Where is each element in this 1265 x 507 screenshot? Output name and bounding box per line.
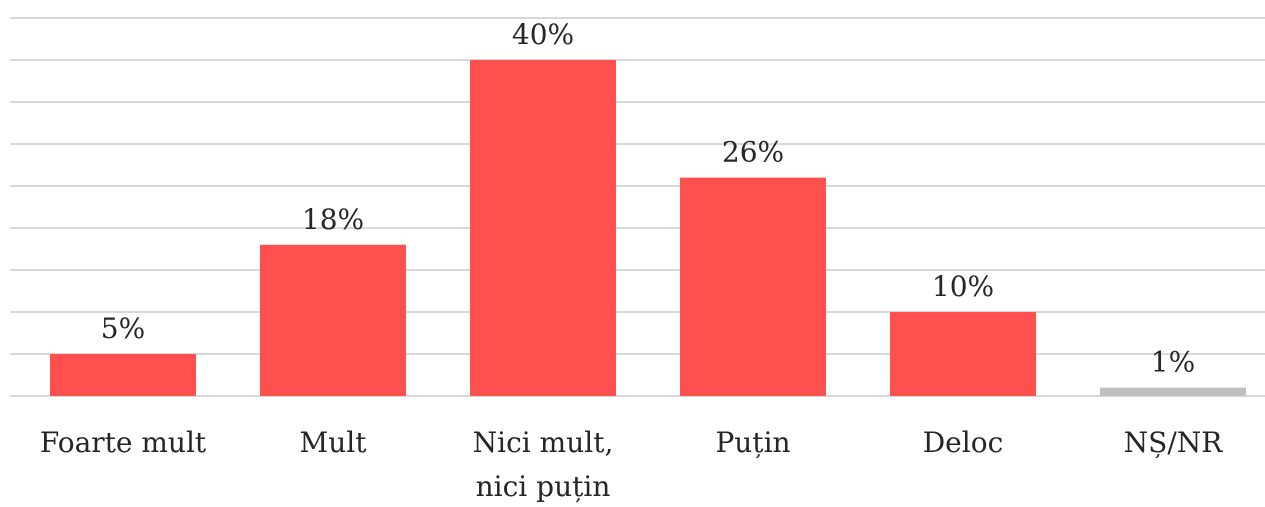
- data-label: 10%: [932, 270, 994, 303]
- data-labels: 5% 18% 40% 26% 10% 1%: [101, 18, 1195, 379]
- category-label-line: Mult: [300, 426, 368, 459]
- gridlines: [10, 17, 1265, 397]
- category-label: Puțin: [715, 426, 790, 459]
- bar: [50, 354, 196, 396]
- data-label: 1%: [1151, 346, 1195, 379]
- bar: [680, 177, 826, 396]
- data-label: 40%: [512, 18, 574, 51]
- category-label-line: nici puțin: [476, 470, 611, 503]
- category-label-line: Deloc: [923, 426, 1004, 459]
- category-label: NȘ/NR: [1124, 426, 1224, 459]
- data-label: 18%: [302, 203, 364, 236]
- bar: [470, 60, 616, 396]
- category-label-line: Foarte mult: [40, 426, 207, 459]
- bar: [1100, 387, 1246, 396]
- data-label: 26%: [722, 136, 784, 169]
- category-label: Mult: [300, 426, 368, 459]
- category-label-line: NȘ/NR: [1124, 426, 1224, 459]
- category-label: Foarte mult: [40, 426, 207, 459]
- bars: [50, 60, 1246, 396]
- category-labels: Foarte mult Mult Nici mult, nici puțin Puțin…: [40, 426, 1223, 503]
- category-label: Nici mult, nici puțin: [473, 426, 614, 503]
- category-label: Deloc: [923, 426, 1004, 459]
- bar: [890, 312, 1036, 396]
- bar: [260, 244, 406, 396]
- data-label: 5%: [101, 312, 145, 345]
- category-label-line: Puțin: [715, 426, 790, 459]
- category-label-line: Nici mult,: [473, 426, 614, 459]
